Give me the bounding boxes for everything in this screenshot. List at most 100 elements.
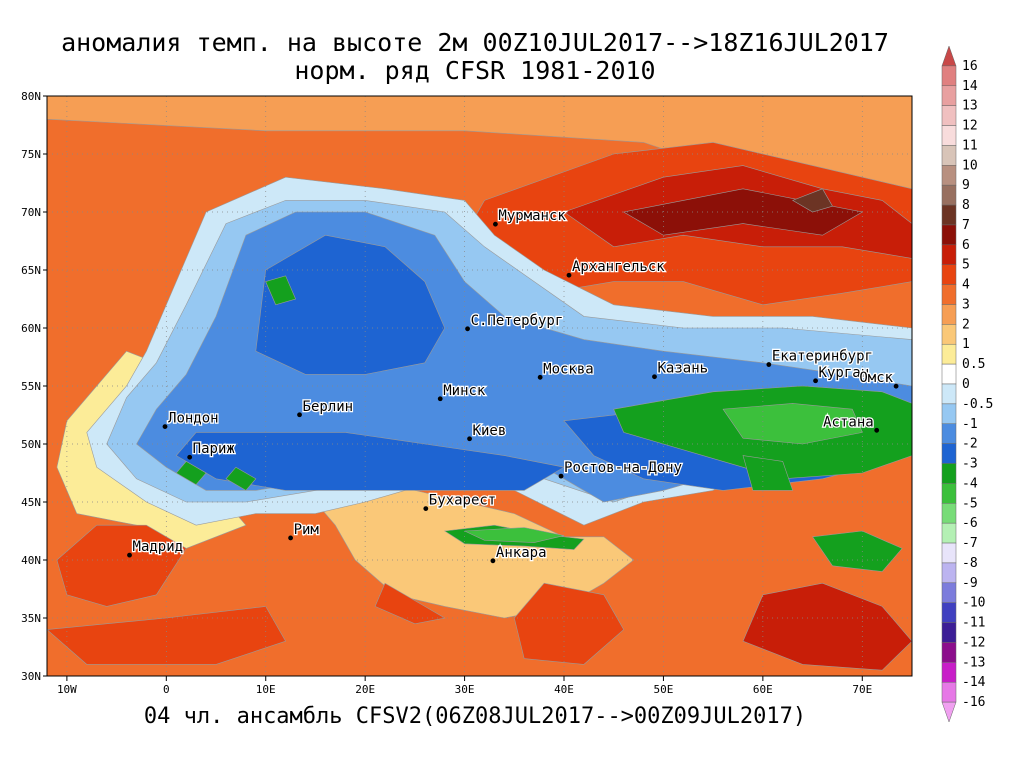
colorbar-swatch: [941, 363, 957, 385]
y-tick-label: 35N: [21, 612, 41, 625]
anomaly-region: [47, 96, 912, 190]
colorbar-label: -0.5: [962, 397, 993, 412]
colorbar-swatch: [941, 324, 957, 345]
city-marker: [423, 506, 429, 512]
anomaly-region: [374, 582, 446, 625]
colorbar-swatch: [941, 343, 957, 365]
colorbar-swatch: [941, 681, 957, 703]
anomaly-region: [513, 582, 625, 665]
city-label: Мадрид: [133, 539, 184, 555]
colorbar-label: -3: [962, 457, 978, 472]
colorbar-swatch: [941, 423, 957, 444]
colorbar-swatch: [941, 602, 957, 623]
colorbar-swatch: [941, 483, 957, 504]
x-tick-label: 10E: [256, 683, 276, 696]
anomaly-region: [175, 432, 565, 491]
anomaly-region: [175, 461, 207, 485]
colorbar-swatch: [941, 165, 957, 186]
colorbar-swatch: [941, 403, 957, 425]
colorbar-label: 7: [962, 218, 970, 233]
chart-title: аномалия темп. на высоте 2м 00Z10JUL2017…: [61, 28, 889, 57]
colorbar-label: -11: [962, 616, 985, 631]
city-marker: [162, 424, 168, 429]
anomaly-region: [56, 524, 187, 607]
city-marker: [766, 362, 772, 367]
colorbar-label: -16: [962, 695, 985, 710]
anomaly-region: [47, 606, 287, 665]
y-tick-label: 50N: [21, 438, 41, 451]
colorbar-label: -13: [962, 655, 985, 670]
city-label: Ростов-на-Дону: [564, 460, 682, 476]
colorbar-swatch: [941, 582, 957, 603]
city-label: Лондон: [168, 411, 219, 427]
colorbar-swatch: [941, 562, 957, 584]
anomaly-region: [265, 275, 297, 306]
y-tick-label: 40N: [21, 554, 41, 567]
colorbar-label: 0.5: [962, 357, 985, 372]
colorbar-label: 6: [962, 238, 970, 253]
x-tick-label: 70E: [852, 683, 872, 696]
colorbar-swatch: [941, 224, 957, 246]
anomaly-region: [722, 403, 863, 445]
colorbar-label: 10: [962, 158, 978, 173]
x-tick-label: 30E: [455, 683, 475, 696]
colorbar-swatch: [941, 145, 957, 166]
city-label: Омск: [859, 370, 893, 386]
y-tick-label: 70N: [21, 206, 41, 219]
colorbar-label: -10: [962, 596, 985, 611]
city-label: Минск: [443, 383, 486, 399]
y-tick-label: 65N: [21, 264, 41, 277]
x-tick-label: 20E: [355, 683, 375, 696]
city-marker: [437, 396, 443, 402]
y-tick-label: 55N: [21, 380, 41, 393]
colorbar-swatch: [941, 642, 957, 663]
city-label: Париж: [193, 441, 236, 457]
anomaly-region: [742, 455, 794, 491]
colorbar-swatch: [941, 184, 957, 206]
y-tick-label: 30N: [21, 670, 41, 683]
colorbar-label: -4: [962, 476, 978, 491]
x-tick-label: 50E: [653, 683, 673, 696]
colorbar-label: -12: [962, 635, 985, 650]
city-marker: [813, 378, 818, 384]
city-label: Екатеринбург: [772, 349, 873, 365]
city-marker: [465, 326, 470, 332]
y-tick-label: 75N: [21, 148, 41, 161]
colorbar-label: 1: [962, 337, 970, 352]
city-marker: [893, 383, 899, 389]
city-marker: [288, 535, 293, 541]
city-marker: [874, 427, 880, 433]
colorbar-label: 4: [962, 278, 970, 293]
city-label: Казань: [657, 361, 708, 377]
y-tick-label: 80N: [21, 90, 41, 103]
city-label: Астана: [823, 414, 874, 430]
colorbar-swatch: [941, 264, 957, 285]
colorbar-label: -2: [962, 437, 978, 452]
colorbar-label: 8: [962, 198, 970, 213]
colorbar-swatch: [941, 522, 957, 544]
colorbar-label: 13: [962, 99, 978, 114]
city-marker: [652, 374, 657, 380]
x-tick-label: 0: [163, 683, 170, 696]
city-marker: [537, 374, 543, 380]
colorbar-swatch: [941, 503, 957, 524]
anomaly-region: [742, 582, 912, 671]
ensemble-footer: 04 чл. ансамбль CFSV2(06Z08JUL2017-->00Z…: [143, 704, 807, 729]
colorbar-label: -6: [962, 516, 978, 531]
colorbar-swatch: [941, 244, 957, 265]
colorbar-swatch: [941, 105, 957, 126]
chart-subtitle: норм. ряд CFSR 1981-2010: [294, 56, 656, 85]
x-tick-label: 60E: [753, 683, 773, 696]
y-tick-label: 45N: [21, 496, 41, 509]
colorbar-label: 0: [962, 377, 970, 392]
colorbar-label: -8: [962, 556, 978, 571]
anomaly-region: [225, 466, 257, 491]
city-label: Анкара: [496, 545, 547, 561]
colorbar-label: -9: [962, 576, 978, 591]
city-label: Москва: [543, 361, 594, 377]
colorbar-label: 14: [962, 79, 978, 94]
city-marker: [493, 221, 498, 227]
city-label: Курган: [819, 365, 870, 381]
city-label: Бухарест: [429, 493, 496, 509]
